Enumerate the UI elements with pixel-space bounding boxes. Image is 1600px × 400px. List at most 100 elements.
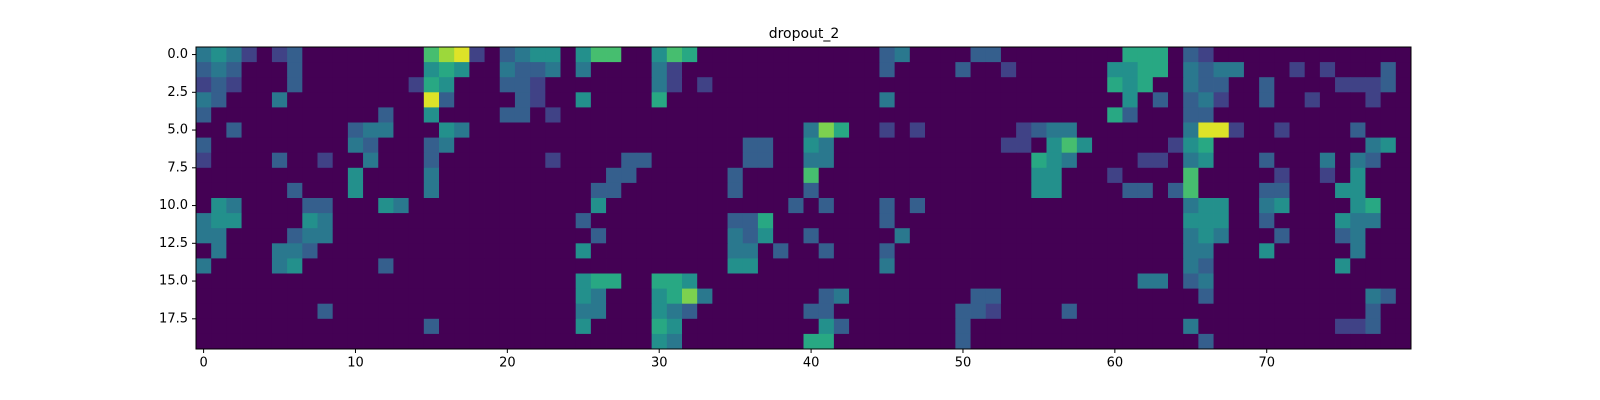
heatmap-cell (833, 228, 850, 244)
heatmap-cell (1335, 228, 1351, 244)
heatmap-cell (1061, 318, 1078, 335)
heatmap-cell (712, 273, 728, 289)
heatmap-cell (241, 243, 258, 259)
heatmap-cell (514, 152, 531, 169)
heatmap-cell (788, 47, 804, 63)
heatmap-cell (408, 152, 425, 169)
heatmap-cell (742, 122, 759, 138)
heatmap-cell (408, 107, 425, 123)
heatmap-cell (697, 47, 713, 63)
heatmap-cell (575, 318, 592, 335)
heatmap-cell (1046, 137, 1063, 154)
heatmap-cell (970, 77, 987, 93)
heatmap-cell (712, 182, 728, 199)
heatmap-cell (1183, 198, 1199, 214)
heatmap-cell (590, 77, 607, 93)
heatmap-cell (1259, 318, 1275, 335)
heatmap-cell (1289, 122, 1306, 138)
heatmap-cell (423, 47, 440, 63)
heatmap-cell (1198, 137, 1214, 154)
heatmap-cell (606, 288, 622, 305)
heatmap-cell (651, 333, 668, 350)
heatmap-cell (1183, 273, 1199, 289)
heatmap-cell (985, 167, 1002, 184)
heatmap-cell (697, 107, 713, 123)
heatmap-cell (1061, 243, 1078, 259)
heatmap-cell (1365, 333, 1382, 350)
heatmap-cell (849, 167, 865, 184)
heatmap-cell (1137, 303, 1154, 320)
heatmap-cell (211, 228, 227, 244)
heatmap-cell (636, 92, 653, 108)
heatmap-cell (849, 77, 865, 93)
heatmap-cell (757, 62, 774, 78)
heatmap-cell (757, 333, 774, 350)
heatmap-cell (469, 107, 485, 123)
heatmap-cell (773, 228, 789, 244)
heatmap-cell (1395, 333, 1412, 350)
heatmap-cell (484, 182, 501, 199)
heatmap-cell (985, 107, 1002, 123)
heatmap-cell (712, 107, 728, 123)
heatmap-cell (317, 243, 334, 259)
heatmap-cell (1152, 318, 1169, 335)
heatmap-cell (925, 333, 941, 350)
heatmap-cell (302, 243, 318, 259)
heatmap-cell (545, 167, 561, 184)
heatmap-cell (256, 333, 273, 350)
heatmap-cell (940, 62, 956, 78)
heatmap-cell (818, 318, 835, 335)
heatmap-cell (712, 303, 728, 320)
heatmap-cell (1380, 213, 1397, 229)
heatmap-cell (1016, 137, 1032, 154)
heatmap-cell (970, 62, 987, 78)
heatmap-cell (1319, 62, 1336, 78)
heatmap-cell (1061, 273, 1078, 289)
heatmap-cell (1380, 182, 1397, 199)
heatmap-cell (773, 243, 789, 259)
heatmap-cell (1304, 318, 1321, 335)
heatmap-cell (499, 122, 516, 138)
heatmap-cell (378, 198, 394, 214)
heatmap-cell (970, 303, 987, 320)
heatmap-cell (894, 228, 911, 244)
heatmap-cell (1395, 303, 1412, 320)
heatmap-cell (317, 107, 334, 123)
heatmap-cell (1061, 288, 1078, 305)
heatmap-cell (1395, 228, 1412, 244)
heatmap-cell (575, 107, 592, 123)
heatmap-cell (909, 213, 926, 229)
heatmap-cell (818, 167, 835, 184)
heatmap-cell (530, 92, 546, 108)
heatmap-cell (378, 303, 394, 320)
heatmap-cell (606, 333, 622, 350)
heatmap-cell (1259, 152, 1275, 169)
heatmap-cell (1335, 182, 1351, 199)
heatmap-cell (1274, 228, 1290, 244)
heatmap-cell (1319, 152, 1336, 169)
heatmap-cell (560, 303, 577, 320)
heatmap-cell (864, 333, 880, 350)
heatmap-cell (1046, 303, 1063, 320)
heatmap-cell (1122, 258, 1139, 274)
heatmap-cell (1198, 122, 1214, 138)
heatmap-cell (1395, 152, 1412, 169)
heatmap-cell (302, 137, 318, 154)
heatmap-cell (530, 137, 546, 154)
heatmap-cell (439, 333, 455, 350)
heatmap-cell (970, 92, 987, 108)
heatmap-cell (940, 303, 956, 320)
chart-title: dropout_2 (769, 26, 840, 42)
heatmap-cell (378, 318, 394, 335)
heatmap-cell (788, 213, 804, 229)
heatmap-cell (1319, 182, 1336, 199)
heatmap-cell (454, 213, 470, 229)
heatmap-cell (439, 137, 455, 154)
heatmap-cell (682, 47, 698, 63)
heatmap-cell (454, 47, 470, 63)
heatmap-cell (1228, 62, 1245, 78)
heatmap-cell (940, 228, 956, 244)
heatmap-cell (378, 107, 394, 123)
heatmap-cell (1304, 333, 1321, 350)
heatmap-cell (1304, 243, 1321, 259)
